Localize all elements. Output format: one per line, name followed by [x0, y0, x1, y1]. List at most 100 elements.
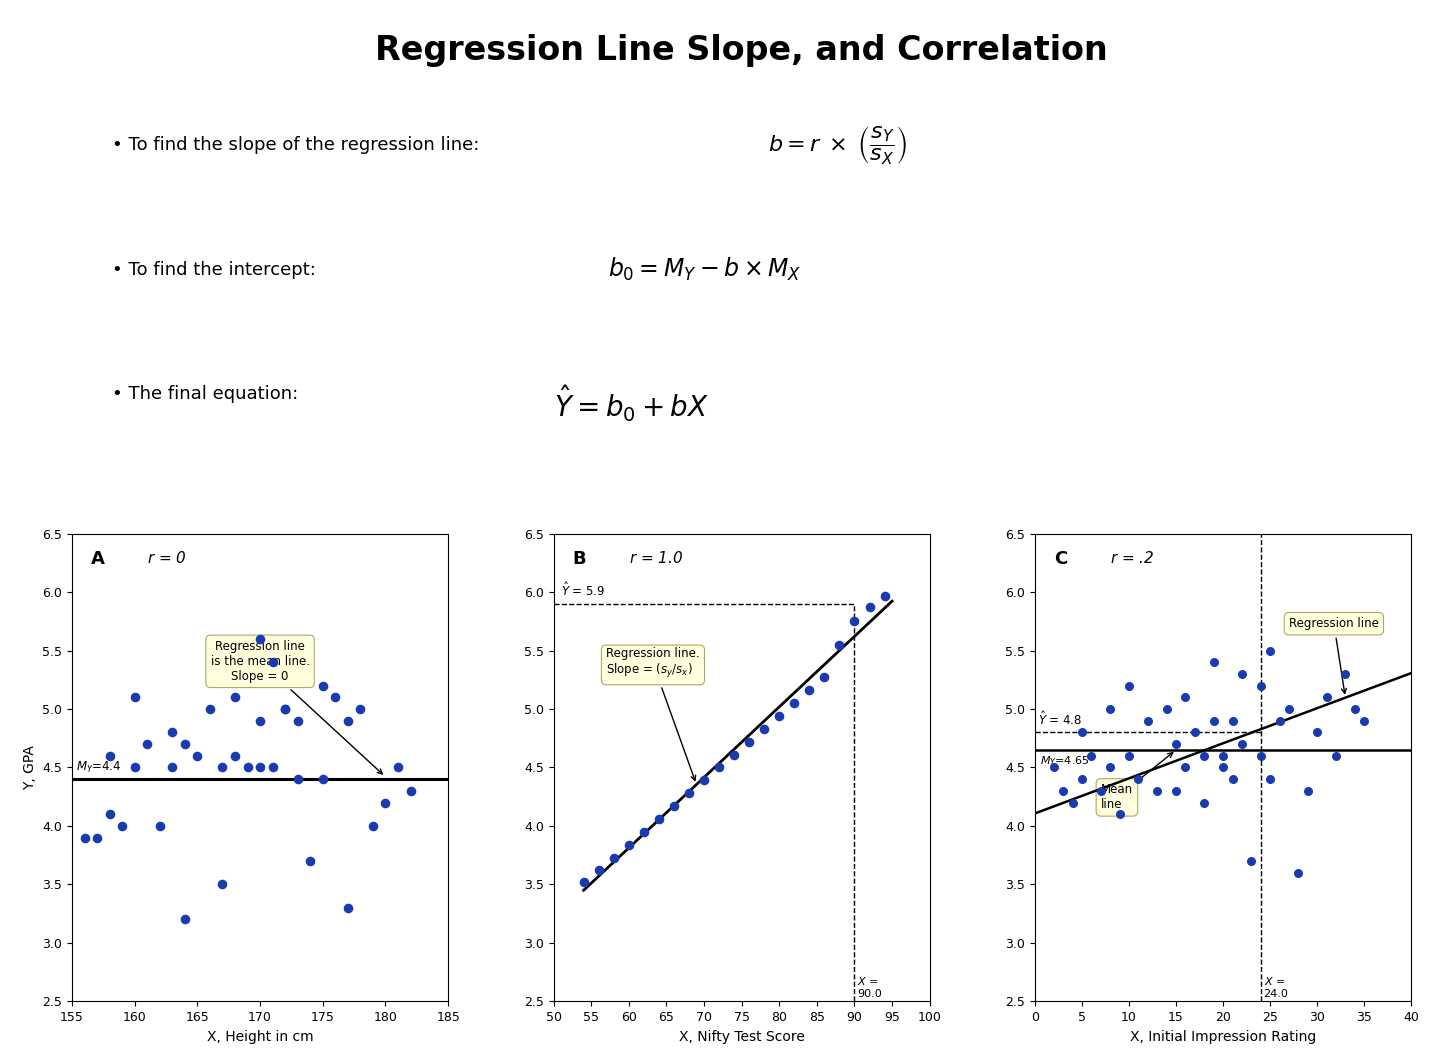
Point [1250, 747, 1273, 764]
Point [210, 876, 233, 893]
Point [618, 836, 641, 853]
Point [1192, 747, 1215, 764]
Point [337, 713, 360, 729]
Point [1155, 701, 1178, 718]
Point [1259, 642, 1282, 659]
Text: $r$ = .2: $r$ = .2 [1110, 550, 1155, 566]
Text: $X$ =
24.0: $X$ = 24.0 [1263, 975, 1289, 999]
Point [261, 759, 284, 776]
Point [828, 637, 851, 653]
Point [186, 747, 209, 764]
X-axis label: X, Height in cm: X, Height in cm [207, 1030, 314, 1043]
Point [124, 689, 147, 706]
Point [287, 770, 310, 787]
Point [1070, 770, 1093, 787]
Point [1221, 770, 1244, 787]
Text: A: A [91, 550, 105, 568]
Point [858, 599, 881, 616]
Point [73, 829, 96, 846]
Point [274, 701, 297, 718]
Point [723, 746, 746, 763]
Point [1221, 713, 1244, 729]
Point [1184, 724, 1207, 741]
Point [1269, 713, 1292, 729]
Point [1192, 794, 1215, 811]
Point [1211, 747, 1234, 764]
Point [602, 850, 625, 866]
Point [98, 747, 121, 764]
Point [249, 630, 272, 647]
Text: Regression Line Slope, and Correlation: Regression Line Slope, and Correlation [376, 35, 1107, 67]
Point [1128, 770, 1151, 787]
Point [1174, 759, 1197, 776]
Point [1344, 701, 1367, 718]
Point [1061, 794, 1084, 811]
Point [298, 853, 321, 870]
Text: $\hat{Y}$ = 5.9: $\hat{Y}$ = 5.9 [562, 581, 605, 599]
Point [249, 713, 272, 729]
Point [768, 707, 791, 724]
Point [648, 811, 671, 827]
Point [135, 736, 158, 753]
Text: $b = r \;\times\; \left(\dfrac{s_Y}{s_X}\right)$: $b = r \;\times\; \left(\dfrac{s_Y}{s_X}… [769, 124, 907, 167]
Point [236, 759, 259, 776]
Text: C: C [1054, 550, 1067, 568]
Text: Regression line
is the mean line.
Slope = 0: Regression line is the mean line. Slope … [210, 640, 382, 774]
Point [361, 818, 384, 835]
Point [1070, 724, 1093, 741]
Point [287, 713, 310, 729]
Point [249, 759, 272, 776]
Point [85, 829, 108, 846]
Point [1165, 782, 1188, 799]
Point [1296, 782, 1319, 799]
Text: • To find the intercept:: • To find the intercept: [112, 260, 315, 279]
Point [1099, 759, 1122, 776]
Point [1250, 678, 1273, 695]
Text: $M_Y$=4.65: $M_Y$=4.65 [1040, 755, 1090, 768]
Point [812, 669, 835, 686]
Point [1315, 689, 1338, 706]
Point [1259, 770, 1282, 787]
Point [173, 736, 196, 753]
Point [311, 678, 334, 695]
Point [1277, 701, 1300, 718]
Point [1287, 864, 1310, 881]
Point [223, 689, 246, 706]
Point [1080, 747, 1103, 764]
Point [1333, 665, 1356, 682]
Point [161, 759, 184, 776]
Text: Regression line.
Slope = $(s_y/s_x)$: Regression line. Slope = $(s_y/s_x)$ [606, 647, 700, 780]
Point [632, 823, 655, 840]
Point [1325, 747, 1348, 764]
Point [588, 862, 611, 879]
Point [173, 911, 196, 928]
Point [199, 701, 222, 718]
Point [1136, 713, 1159, 729]
Point [337, 899, 360, 916]
Text: $\hat{Y} = b_0 + bX$: $\hat{Y} = b_0 + bX$ [554, 383, 708, 424]
Point [386, 759, 409, 776]
Text: Regression line: Regression line [1289, 618, 1380, 694]
Point [1240, 853, 1263, 870]
Text: $M_Y$=4.4: $M_Y$=4.4 [76, 760, 121, 775]
Point [1352, 713, 1375, 729]
Point [1230, 736, 1253, 753]
Point [1051, 782, 1074, 799]
Point [677, 785, 700, 802]
Point [1306, 724, 1329, 741]
Point [1099, 701, 1122, 718]
Point [98, 806, 121, 823]
Point [1089, 782, 1112, 799]
Point [274, 701, 297, 718]
Point [311, 770, 334, 787]
Text: $\hat{Y}$ = 4.8: $\hat{Y}$ = 4.8 [1038, 709, 1081, 727]
Point [798, 682, 821, 699]
Point [210, 759, 233, 776]
Point [399, 782, 422, 799]
Point [374, 794, 397, 811]
Point [161, 724, 184, 741]
Point [1117, 747, 1140, 764]
Text: $b_0 = M_Y - b \times M_X$: $b_0 = M_Y - b \times M_X$ [608, 256, 801, 284]
Point [1117, 678, 1140, 695]
Y-axis label: Y, GPA: Y, GPA [23, 745, 37, 789]
